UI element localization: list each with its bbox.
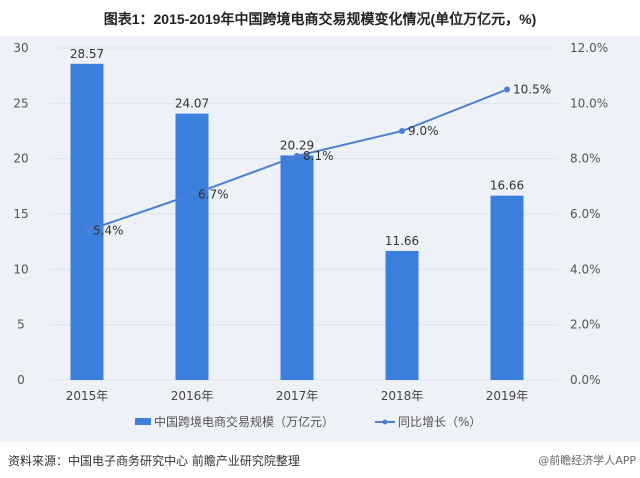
right-axis-tick: 6.0% [570,207,601,221]
bar [490,195,524,380]
line-value-label: 10.5% [513,83,551,97]
bar-value-label: 20.29 [280,138,314,152]
line-point [189,191,195,198]
line-point [84,227,90,234]
left-axis-tick: 20 [13,152,28,166]
left-axis-tick: 25 [13,96,28,110]
bar [70,63,104,381]
bar [175,113,209,380]
bar-value-label: 24.07 [175,97,209,111]
legend-line-marker-icon [382,419,388,425]
line-value-label: 6.7% [198,188,229,202]
right-axis-tick: 2.0% [570,318,601,332]
bar [280,155,314,380]
line-point [399,128,405,134]
bar [385,250,419,380]
x-axis-label: 2017年 [276,389,319,403]
left-axis-tick: 5 [17,318,25,332]
left-axis-tick: 15 [13,207,28,221]
right-axis-tick: 10.0% [570,96,608,110]
footer: 资料来源：中国电子商务研究中心 前瞻产业研究院整理 @前瞻经济学人APP [0,442,640,478]
legend-line-label: 同比增长（%） [398,415,481,429]
legend-bar-swatch-icon [135,418,151,425]
x-axis-label: 2016年 [171,389,214,403]
right-axis-tick: 12.0% [570,41,608,55]
bar-value-label: 16.66 [490,179,524,193]
line-value-label: 5.4% [93,224,124,238]
line-point [504,86,510,93]
right-axis-tick: 4.0% [570,262,601,276]
left-axis-tick: 30 [13,41,28,55]
credit-watermark: @前瞻经济学人APP [538,454,636,467]
source-note: 资料来源：中国电子商务研究中心 前瞻产业研究院整理 [8,454,300,468]
left-axis-tick: 0 [17,373,25,387]
line-point [294,152,300,159]
right-axis-tick: 8.0% [570,152,601,166]
line-value-label: 9.0% [408,124,439,138]
legend-bar-label: 中国跨境电商交易规模（万亿元） [154,414,334,429]
left-axis-tick: 10 [13,262,28,276]
bar-value-label: 28.57 [70,47,104,61]
x-axis-label: 2019年 [486,389,529,403]
x-axis-label: 2018年 [381,389,424,403]
chart-title: 图表1：2015-2019年中国跨境电商交易规模变化情况(单位万亿元，%) [0,0,640,36]
chart-svg: 0 5 10 15 20 25 30 0.0% 2.0% 4.0% 6.0% 8.0% 10.0% 12.… [13,41,608,429]
x-axis-label: 2015年 [66,389,109,403]
right-axis-tick: 0.0% [570,373,601,387]
line-value-label: 8.1% [303,149,334,163]
bar-value-label: 11.66 [385,234,419,248]
